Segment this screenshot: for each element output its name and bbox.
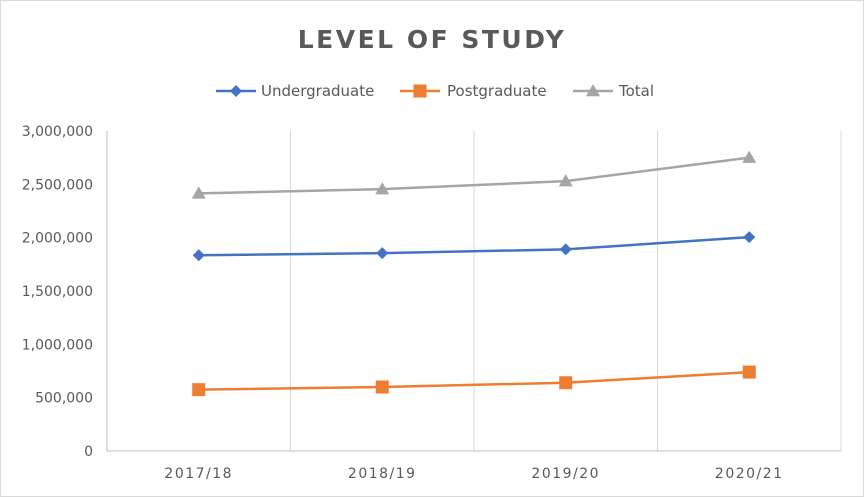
postgraduate-point — [742, 365, 756, 379]
total-point — [742, 150, 757, 163]
y-tick-label: 2,000,000 — [22, 231, 93, 247]
postgraduate-series — [192, 365, 756, 397]
legend-swatch-marker — [413, 84, 427, 98]
total-series — [191, 150, 757, 199]
legend: Undergraduate Postgraduate Total — [216, 82, 654, 100]
legend-label: Postgraduate — [447, 82, 547, 100]
total-point — [558, 174, 573, 187]
undergraduate-point — [559, 243, 572, 256]
legend-swatch-marker — [230, 85, 242, 97]
legend-label: Total — [618, 82, 654, 100]
legend-label: Undergraduate — [261, 82, 374, 100]
chart-title: LEVEL OF STUDY — [298, 25, 567, 54]
postgraduate-point — [375, 380, 389, 394]
y-tick-label: 3,000,000 — [22, 124, 93, 140]
legend-item-postgraduate: Postgraduate — [400, 82, 547, 100]
x-tick-label: 2019/20 — [531, 466, 600, 482]
undergraduate-point — [192, 249, 205, 262]
y-tick-label: 2,500,000 — [22, 177, 93, 193]
x-tick-label: 2017/18 — [164, 466, 233, 482]
y-tick-label: 1,000,000 — [22, 337, 93, 353]
y-tick-label: 500,000 — [35, 391, 93, 407]
series-group — [191, 150, 757, 397]
legend-item-total: Total — [573, 82, 654, 100]
undergraduate-point — [376, 247, 389, 260]
legend-item-undergraduate: Undergraduate — [216, 82, 374, 100]
y-tick-label: 0 — [84, 444, 93, 460]
undergraduate-line — [198, 235, 750, 257]
y-tick-label: 1,500,000 — [22, 284, 93, 300]
total-line — [198, 156, 750, 195]
total-point — [191, 186, 206, 199]
legend-swatch-marker — [586, 84, 600, 97]
x-tick-label: 2018/19 — [348, 466, 417, 482]
x-tick-label: 2020/21 — [715, 466, 784, 482]
undergraduate-point — [743, 231, 756, 244]
postgraduate-point — [192, 383, 206, 397]
total-point — [375, 182, 390, 195]
undergraduate-series — [192, 231, 756, 262]
axes: 0 500,000 1,000,000 1,500,000 2,000,000 2,500… — [22, 124, 841, 482]
postgraduate-line — [198, 370, 750, 391]
postgraduate-point — [559, 376, 573, 390]
